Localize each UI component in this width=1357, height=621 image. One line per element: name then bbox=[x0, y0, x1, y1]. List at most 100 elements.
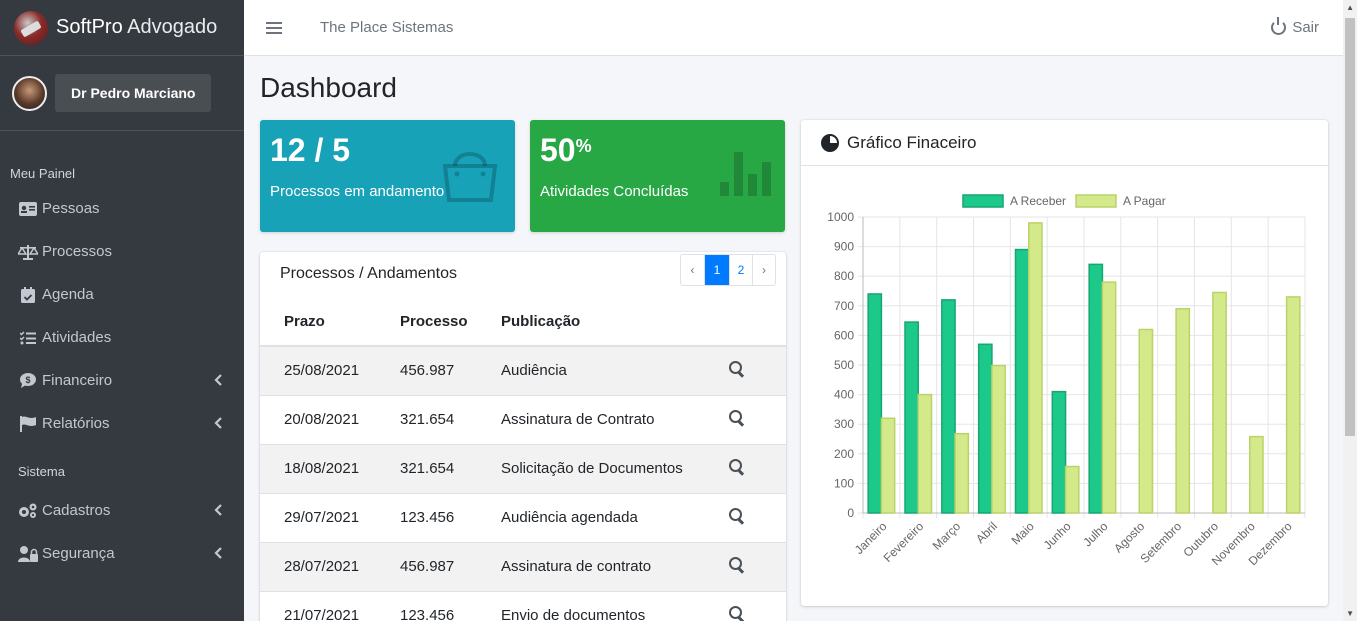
shopping-bag-icon bbox=[442, 152, 498, 202]
column-header-publicacao: Publicação bbox=[477, 298, 705, 347]
cell-processo: 321.654 bbox=[376, 394, 477, 444]
y-tick-label: 0 bbox=[847, 506, 854, 520]
cell-prazo: 25/08/2021 bbox=[260, 345, 376, 395]
flag-icon bbox=[18, 415, 38, 432]
sidebar-item-atividades[interactable]: Atividades bbox=[0, 316, 244, 359]
cell-prazo: 21/07/2021 bbox=[260, 590, 376, 621]
y-tick-label: 1000 bbox=[827, 210, 854, 224]
bar-a-receber bbox=[1014, 248, 1030, 514]
chevron-left-icon bbox=[214, 416, 222, 432]
column-header-processo: Processo bbox=[376, 298, 477, 347]
pagination-next[interactable]: › bbox=[752, 255, 775, 285]
search-icon[interactable] bbox=[729, 410, 744, 425]
sidebar-item-pessoas[interactable]: Pessoas bbox=[0, 187, 244, 230]
bar-a-pagar bbox=[1101, 281, 1117, 514]
nav-header-sistema: Sistema bbox=[18, 464, 65, 479]
legend-swatch bbox=[962, 194, 1004, 208]
cell-publicacao: Solicitação de Documentos bbox=[477, 443, 705, 493]
bar-a-pagar bbox=[1249, 435, 1264, 514]
search-icon[interactable] bbox=[729, 508, 744, 523]
bar-a-pagar bbox=[1175, 308, 1191, 514]
cell-publicacao: Audiência bbox=[477, 345, 705, 395]
x-tick-label: Julho bbox=[1080, 519, 1110, 549]
logout-button[interactable]: Sair bbox=[1271, 17, 1319, 36]
stat-box-atividades[interactable]: 50% Atividades Concluídas bbox=[530, 120, 785, 232]
bar-a-pagar bbox=[1285, 296, 1301, 514]
bar-a-pagar bbox=[1028, 222, 1043, 514]
cell-processo: 456.987 bbox=[376, 541, 477, 591]
sidebar-item-processos[interactable]: Processos bbox=[0, 230, 244, 273]
table-row: 21/07/2021 123.456 Envio de documentos bbox=[260, 590, 786, 621]
column-header-action bbox=[705, 298, 786, 347]
pagination-page-1[interactable]: 1 bbox=[704, 255, 729, 285]
logout-label: Sair bbox=[1292, 19, 1319, 36]
sidebar-item-financeiro[interactable]: $ Financeiro bbox=[0, 359, 244, 402]
cell-prazo: 28/07/2021 bbox=[260, 541, 376, 591]
stat-label: Processos em andamento bbox=[270, 183, 445, 200]
processos-card: Processos / Andamentos ‹ 1 2 › Prazo Pro… bbox=[260, 252, 786, 621]
y-tick-label: 200 bbox=[834, 447, 854, 461]
scroll-up-icon[interactable]: ▲ bbox=[1346, 3, 1354, 12]
comment-dollar-icon: $ bbox=[18, 373, 38, 388]
stat-label: Atividades Concluídas bbox=[540, 183, 689, 200]
y-tick-label: 900 bbox=[834, 240, 854, 254]
pagination: ‹ 1 2 › bbox=[680, 254, 776, 286]
sidebar-item-relatorios[interactable]: Relatórios bbox=[0, 402, 244, 445]
sidebar-item-cadastros[interactable]: Cadastros bbox=[0, 489, 244, 532]
page-title: Dashboard bbox=[260, 72, 397, 103]
x-tick-label: Maio bbox=[1009, 519, 1038, 548]
user-panel: Dr Pedro Marciano bbox=[0, 56, 244, 131]
y-tick-label: 300 bbox=[834, 417, 854, 431]
sidebar-item-seguranca[interactable]: Segurança bbox=[0, 532, 244, 575]
scroll-thumb[interactable] bbox=[1345, 18, 1355, 436]
y-tick-label: 700 bbox=[834, 299, 854, 313]
sidebar-item-agenda[interactable]: Agenda bbox=[0, 273, 244, 316]
sidebar: SoftPro Advogado Dr Pedro Marciano Meu P… bbox=[0, 0, 244, 621]
sidebar-item-label: Agenda bbox=[42, 286, 94, 303]
legend-swatch bbox=[1075, 194, 1117, 208]
pagination-prev[interactable]: ‹ bbox=[690, 263, 695, 277]
legend-label: A Receber bbox=[1010, 194, 1066, 208]
top-title-link[interactable]: The Place Sistemas bbox=[320, 19, 454, 36]
brand-name: SoftPro bbox=[56, 16, 123, 38]
bar-a-pagar bbox=[1064, 465, 1080, 514]
stat-box-processos[interactable]: 12 / 5 Processos em andamento bbox=[260, 120, 515, 232]
processos-table: Prazo Processo Publicação 25/08/2021 456… bbox=[260, 298, 786, 621]
menu-toggle-icon[interactable] bbox=[266, 19, 282, 37]
scale-icon bbox=[18, 244, 38, 260]
page-scrollbar[interactable]: ▲ ▼ bbox=[1343, 0, 1357, 621]
column-header-prazo: Prazo bbox=[260, 298, 376, 347]
x-tick-label: Setembro bbox=[1138, 519, 1185, 566]
stat-value: 12 / 5 bbox=[270, 132, 351, 168]
cell-prazo: 18/08/2021 bbox=[260, 443, 376, 493]
cell-prazo: 29/07/2021 bbox=[260, 492, 376, 542]
y-tick-label: 100 bbox=[834, 476, 854, 490]
sidebar-item-label: Processos bbox=[42, 243, 113, 260]
avatar bbox=[12, 75, 47, 111]
pagination-page-2[interactable]: 2 bbox=[729, 255, 752, 285]
cell-publicacao: Assinatura de Contrato bbox=[477, 394, 705, 444]
id-card-icon bbox=[18, 201, 38, 216]
scroll-down-icon[interactable]: ▼ bbox=[1346, 609, 1354, 618]
table-row: 25/08/2021 456.987 Audiência bbox=[260, 345, 786, 395]
bar-a-receber bbox=[941, 299, 956, 514]
sidebar-item-label: Financeiro bbox=[42, 372, 113, 389]
tasks-icon bbox=[18, 330, 38, 345]
user-name-button[interactable]: Dr Pedro Marciano bbox=[55, 74, 212, 112]
calendar-icon bbox=[18, 286, 38, 303]
stat-value: 50 bbox=[540, 132, 576, 168]
bar-a-receber bbox=[977, 343, 993, 514]
search-icon[interactable] bbox=[729, 557, 744, 572]
search-icon[interactable] bbox=[729, 361, 744, 376]
cell-processo: 321.654 bbox=[376, 443, 477, 493]
bar-a-pagar bbox=[991, 364, 1006, 514]
sidebar-item-label: Cadastros bbox=[42, 502, 111, 519]
search-icon[interactable] bbox=[729, 459, 744, 474]
bar-a-pagar bbox=[1138, 328, 1154, 514]
brand[interactable]: SoftPro Advogado bbox=[0, 0, 244, 56]
table-row: 28/07/2021 456.987 Assinatura de contrat… bbox=[260, 541, 786, 591]
search-icon[interactable] bbox=[729, 606, 744, 621]
cell-publicacao: Audiência agendada bbox=[477, 492, 705, 542]
stat-unit: % bbox=[575, 136, 592, 156]
bar-a-receber bbox=[1051, 390, 1067, 514]
